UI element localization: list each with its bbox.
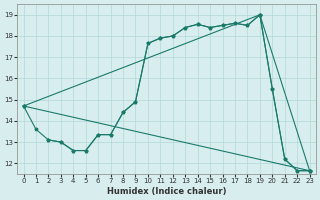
X-axis label: Humidex (Indice chaleur): Humidex (Indice chaleur): [107, 187, 226, 196]
